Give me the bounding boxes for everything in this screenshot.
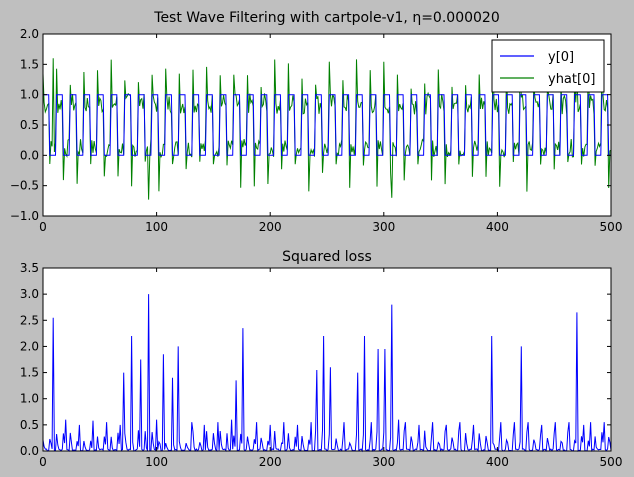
x-tick-label: 0 bbox=[39, 455, 47, 469]
y-tick-label: 3.0 bbox=[20, 287, 39, 301]
top-plot-title: Test Wave Filtering with cartpole-v1, η=… bbox=[153, 10, 499, 26]
x-tick-label: 400 bbox=[486, 220, 509, 234]
x-tick-label: 500 bbox=[600, 455, 623, 469]
bottom-ticks: 0 100 200 300 400 500 0.0 0.5 1.0 1.5 2.0 2.5 3.0 3.5 bbox=[20, 261, 623, 469]
y-series-group bbox=[43, 94, 611, 156]
y-tick-label: 3.5 bbox=[20, 261, 39, 275]
bottom-plot-frame bbox=[42, 267, 612, 452]
bottom-plot: 0 100 200 300 400 500 0.0 0.5 1.0 1.5 2.0 2.5 3.0 3.5… bbox=[20, 249, 623, 469]
y-tick-label: 0.0 bbox=[20, 148, 39, 162]
y-tick-label: 1.0 bbox=[20, 392, 39, 406]
x-tick-label: 500 bbox=[600, 220, 623, 234]
y-tick-label: 0.0 bbox=[20, 444, 39, 458]
legend-label-yhat: yhat[0] bbox=[548, 72, 595, 87]
y-tick-label: 1.5 bbox=[20, 366, 39, 380]
y-tick-label: 0.5 bbox=[20, 418, 39, 432]
y-line bbox=[43, 94, 611, 156]
x-tick-label: 300 bbox=[372, 455, 395, 469]
y-tick-label: 2.5 bbox=[20, 313, 39, 327]
x-tick-label: 300 bbox=[372, 220, 395, 234]
x-tick-label: 400 bbox=[486, 455, 509, 469]
y-tick-label: −0.5 bbox=[10, 179, 39, 193]
y-tick-label: 2.0 bbox=[20, 27, 39, 41]
x-tick-label: 100 bbox=[145, 220, 168, 234]
top-ticks: 0 100 200 300 400 500 −1.0 −0.5 0.0 0.5 1.0 1.5 2.0 bbox=[10, 27, 623, 234]
bottom-plot-title: Squared loss bbox=[282, 249, 372, 265]
y-tick-label: 1.5 bbox=[20, 57, 39, 71]
y-tick-label: 0.5 bbox=[20, 118, 39, 132]
y-tick-label: −1.0 bbox=[10, 209, 39, 223]
legend-box bbox=[491, 39, 605, 93]
legend-label-y: y[0] bbox=[548, 50, 574, 65]
y-tick-label: 2.0 bbox=[20, 339, 39, 353]
x-tick-label: 0 bbox=[39, 220, 47, 234]
bottom-plot-background bbox=[43, 268, 611, 451]
y-tick-label: 1.0 bbox=[20, 88, 39, 102]
x-tick-label: 200 bbox=[259, 220, 282, 234]
x-tick-label: 100 bbox=[145, 455, 168, 469]
top-plot: 0 100 200 300 400 500−1.0−0.50.00.51.01.52.0 … bbox=[10, 10, 623, 234]
legend: y[0] yhat[0] bbox=[491, 39, 605, 93]
x-tick-label: 200 bbox=[259, 455, 282, 469]
